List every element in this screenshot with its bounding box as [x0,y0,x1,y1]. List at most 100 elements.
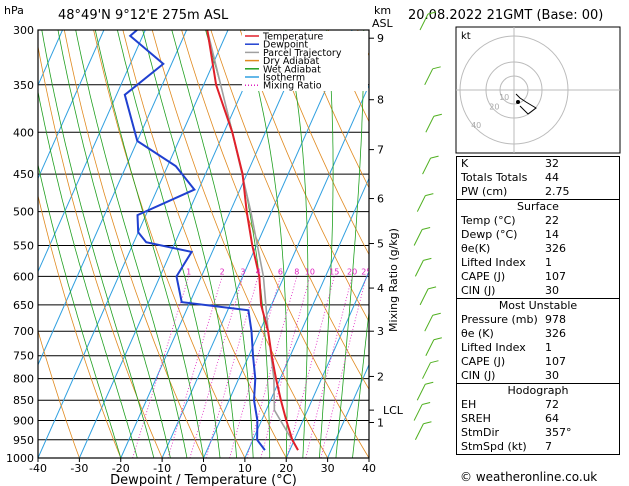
wind-barb [414,423,424,440]
index-name: StmSpd (kt) [461,440,527,453]
legend-label: Isotherm [263,73,305,84]
index-value: 326 [545,327,566,340]
isotherm-line [285,270,369,458]
index-row: Lifted Index 1 [457,341,619,355]
mixing-ratio-label: 1 [186,267,191,276]
pressure-tick-label: 400 [13,126,34,139]
wind-barb-flag [433,337,442,341]
x-axis-label: Dewpoint / Temperature (°C) [110,473,297,486]
mixing-ratio-label: 10 [305,267,315,276]
temperature-tick-label: 20 [279,462,293,475]
index-name: K [461,157,469,170]
hodograph-trace [515,93,537,115]
legend-label: Dry Adiabat [263,56,320,67]
index-value: 30 [545,284,559,297]
index-value: 2.75 [545,185,570,198]
index-name: SREH [461,412,491,425]
location-label: 48°49'N 9°12'E 275m ASL [58,8,229,23]
hodograph-unit: kt [461,31,471,42]
wind-barb-flag [427,286,437,290]
mixing-ratio-line [167,276,223,458]
km-tick-label: 5 [377,238,384,251]
index-row: θe(K) 326 [457,242,619,256]
mixing-ratio-label: 25 [361,267,371,276]
km-tick-label: 2 [377,370,384,383]
wind-barb-flag [423,421,432,425]
credit-label: © weatheronline.co.uk [460,470,598,484]
index-name: EH [461,398,477,411]
mixing-ratio-label: 6 [278,267,283,276]
index-name: Totals Totals [461,171,528,184]
index-value: 32 [545,157,559,170]
wind-barb [422,362,431,379]
wet-adiabat-line [243,30,288,458]
pressure-tick-label: 800 [13,373,34,386]
index-value: 1 [545,256,552,269]
wet-adiabat-line [319,30,334,458]
wet-adiabat-line [57,30,171,458]
index-name: Lifted Index [461,256,526,269]
index-name: CAPE (J) [461,355,506,368]
index-name: Temp (°C) [461,214,516,227]
indices-table: K 32 Totals Totals 44 PW (cm) 2.75 Surface Te… [456,156,620,455]
wind-barb [425,116,435,133]
temperature-tick-label: -40 [29,462,47,475]
index-value: 357° [545,426,572,439]
km-tick-label: 1 [377,417,384,430]
lcl-label: LCL [383,404,404,417]
dry-adiabat-line [122,30,287,458]
temperature-line [206,30,299,451]
pressure-tick-label: 650 [13,299,34,312]
wind-barb [416,384,426,401]
index-row: K 32 [457,157,619,171]
legend-label: Mixing Ratio [263,81,322,92]
dry-adiabat-line [210,30,369,391]
temperature-tick-label: 0 [200,462,207,475]
wind-barb [424,68,434,86]
mixing-ratio-label: 2 [220,267,225,276]
index-row: StmSpd (kt) 7 [457,440,619,454]
dry-adiabat-line [38,44,163,458]
km-tick-label: 3 [377,325,384,338]
index-value: 978 [545,313,566,326]
temperature-tick-label: 30 [321,462,335,475]
temperature-tick-label: -20 [112,462,130,475]
mixing-ratio-line [305,276,353,458]
index-row: StmDir 357° [457,426,619,440]
wet-adiabat-line [142,30,237,458]
mixing-ratio-line [132,276,190,458]
index-value: 14 [545,228,559,241]
mixing-ratio-label: 15 [329,267,339,276]
legend-box [242,31,368,91]
dry-adiabat-line [181,30,369,458]
mixing-ratio-label: 20 [347,267,357,276]
wind-barb-flag [427,11,437,15]
wet-adiabat-line [38,89,138,458]
temperature-tick-label: 40 [362,462,376,475]
wind-barb [424,314,434,332]
km-tick-label: 7 [377,144,384,157]
pressure-tick-label: 550 [13,239,34,252]
pressure-tick-label: 300 [13,24,34,37]
index-value: 30 [545,369,559,382]
dry-adiabat-line [38,194,122,458]
index-name: θe(K) [461,242,491,255]
mixing-ratio-label: 3 [240,267,245,276]
wet-adiabat-line [285,30,309,458]
index-value: 107 [545,355,566,368]
index-name: CIN (J) [461,284,496,297]
asl-unit: ASL [372,17,393,30]
wet-adiabat-line [352,308,369,458]
wind-barb [419,13,429,31]
index-value: 64 [545,412,559,425]
pressure-tick-label: 1000 [6,452,34,465]
pressure-tick-label: 450 [13,168,34,181]
dry-adiabat-line [269,30,369,256]
km-unit: km [374,4,392,17]
temperature-tick-label: 10 [238,462,252,475]
index-row: Pressure (mb) 978 [457,313,619,327]
index-name: Pressure (mb) [461,313,538,326]
index-row: SREH 64 [457,412,619,426]
dry-adiabat-line [38,329,80,458]
